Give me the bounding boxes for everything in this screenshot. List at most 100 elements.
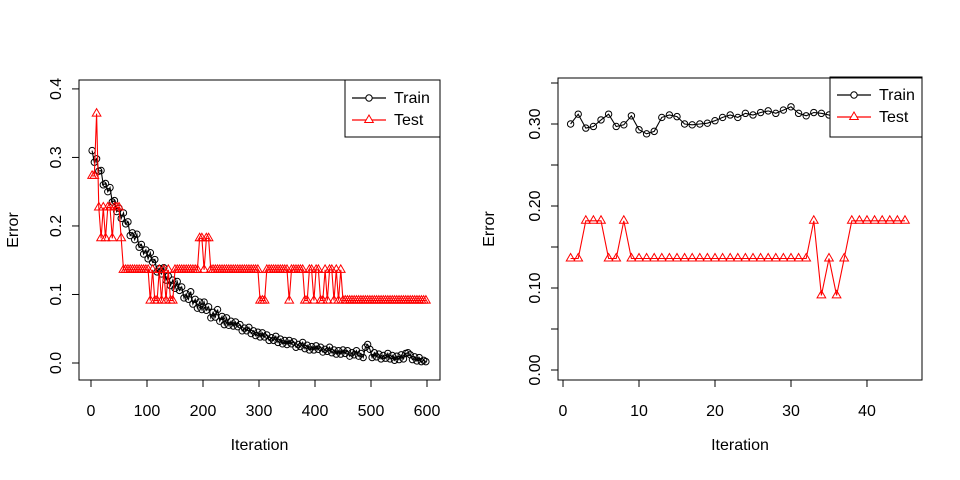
y-tick-label: 0.30: [527, 108, 544, 139]
data-point-circle: [258, 329, 267, 337]
data-point-triangle: [603, 252, 614, 262]
data-point-circle: [198, 305, 206, 314]
data-point-circle: [189, 300, 197, 308]
data-point-circle: [283, 340, 291, 349]
data-point-triangle: [831, 289, 842, 299]
data-point-triangle: [167, 294, 178, 304]
data-point-circle: [321, 345, 329, 354]
series-train: [88, 146, 430, 366]
chart-panel-1: Train Test 0 100 200 300 400 500 600 Iteration 0.0…: [5, 78, 441, 454]
data-point-triangle: [611, 252, 622, 262]
data-point-triangle: [687, 252, 698, 262]
x-axis-title: Iteration: [231, 437, 289, 454]
x-axis: 0 10 20 30 40 Iteration: [559, 380, 876, 454]
data-point-circle: [749, 111, 757, 119]
data-point-triangle: [808, 214, 819, 224]
data-point-circle: [133, 230, 141, 238]
data-point-circle: [368, 353, 376, 362]
data-point-circle: [422, 357, 430, 366]
data-point-triangle: [565, 252, 576, 262]
plot-box: [557, 77, 923, 381]
data-point-circle: [597, 116, 605, 124]
y-tick-label: 0.00: [527, 354, 544, 385]
data-point-circle: [128, 229, 137, 237]
data-point-circle: [673, 112, 681, 121]
data-point-circle: [171, 284, 179, 293]
data-point-triangle: [284, 294, 295, 304]
data-point-circle: [810, 108, 818, 117]
data-point-triangle: [580, 214, 592, 224]
data-point-triangle: [113, 201, 125, 211]
data-point-circle: [234, 322, 242, 331]
data-point-circle: [658, 113, 666, 122]
data-point-circle: [779, 106, 788, 114]
data-point-circle: [137, 240, 146, 249]
data-point-circle: [296, 342, 305, 351]
series-train-line: [91, 150, 427, 363]
data-point-circle: [193, 304, 202, 312]
y-tick-label: 0.3: [48, 146, 65, 168]
data-point-circle: [612, 122, 620, 131]
data-point-circle: [294, 340, 302, 349]
data-point-triangle: [192, 263, 203, 273]
data-point-triangle: [838, 252, 850, 262]
data-point-circle: [229, 322, 237, 330]
data-point-circle: [381, 354, 390, 362]
data-point-circle: [817, 109, 826, 118]
data-point-circle: [186, 288, 195, 296]
x-tick-label: 20: [706, 403, 724, 420]
legend-label-train: Train: [394, 90, 430, 107]
data-point-circle: [316, 343, 325, 351]
data-point-triangle: [869, 214, 880, 224]
data-point-circle: [802, 112, 810, 120]
data-point-circle: [635, 126, 643, 134]
data-point-triangle: [308, 294, 320, 304]
data-point-circle: [213, 305, 222, 314]
data-point-circle: [589, 122, 598, 131]
data-point-triangle: [91, 107, 102, 117]
data-point-triangle: [709, 252, 721, 262]
data-point-triangle: [633, 252, 645, 262]
data-point-circle: [627, 112, 636, 120]
data-point-triangle: [725, 252, 736, 262]
y-tick-label: 0.1: [48, 283, 65, 305]
legend-label-test: Test: [394, 112, 424, 129]
data-point-triangle: [823, 252, 835, 262]
data-point-circle: [772, 109, 780, 118]
data-point-circle: [395, 355, 403, 364]
legend-marker-circle: [365, 94, 373, 102]
x-tick-label: 100: [134, 403, 161, 420]
data-point-circle: [218, 312, 226, 321]
data-point-triangle: [747, 252, 759, 262]
data-point-circle: [388, 351, 396, 360]
data-point-triangle: [588, 214, 599, 224]
x-tick-label: 10: [630, 403, 648, 420]
data-point-triangle: [800, 252, 812, 262]
data-point-circle: [146, 248, 155, 257]
series-test: [86, 107, 432, 304]
data-point-triangle: [89, 169, 100, 179]
data-point-triangle: [664, 252, 675, 262]
data-point-circle: [151, 255, 159, 264]
data-point-circle: [688, 121, 696, 129]
data-point-triangle: [420, 294, 432, 304]
data-point-circle: [106, 183, 114, 192]
legend-marker-triangle: [848, 110, 860, 120]
data-point-triangle: [770, 252, 781, 262]
data-point-circle: [276, 335, 284, 343]
data-point-circle: [620, 121, 628, 129]
data-point-circle: [254, 328, 262, 336]
data-point-circle: [406, 351, 414, 359]
data-point-circle: [225, 321, 233, 330]
data-point-circle: [703, 119, 712, 127]
y-axis: 0.0 0.1 0.2 0.3 0.4 Error: [5, 78, 79, 374]
x-tick-label: 300: [246, 403, 273, 420]
data-point-circle: [642, 130, 651, 138]
legend-box: [829, 76, 923, 138]
x-tick-label: 200: [190, 403, 217, 420]
data-point-triangle: [656, 252, 668, 262]
data-point-circle: [323, 347, 332, 356]
legend-label-test: Test: [879, 109, 909, 126]
legend: Train Test: [829, 76, 923, 138]
